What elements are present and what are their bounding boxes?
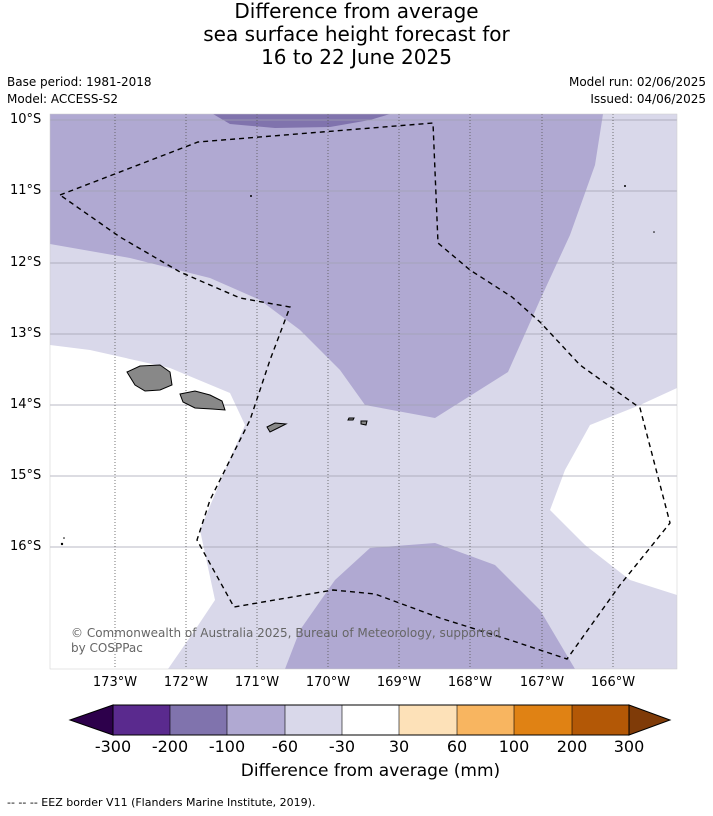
lat-label: 11°S	[10, 183, 42, 198]
lon-label: 169°W	[376, 675, 422, 690]
colorbar-extend-low	[68, 704, 114, 736]
meta-left: Base period: 1981-2018 Model: ACCESS-S2	[7, 74, 152, 108]
tau-island	[360, 420, 368, 426]
contour-near-zero-east	[550, 388, 677, 595]
lon-label: 166°W	[590, 675, 636, 690]
savaii-island	[126, 364, 173, 392]
colorbar	[68, 704, 672, 736]
forecast-map	[49, 113, 678, 670]
colorbar-tick: 100	[498, 737, 530, 756]
model-name: Model: ACCESS-S2	[7, 92, 119, 106]
upolu-island	[179, 390, 226, 411]
colorbar-segment	[399, 705, 457, 735]
lat-label: 12°S	[10, 255, 42, 270]
eez-legend: -- -- -- EEZ border V11 (Flanders Marine…	[7, 796, 316, 809]
colorbar-tick: -30	[328, 737, 356, 756]
colorbar-segment	[342, 705, 399, 735]
issued-date: Issued: 04/06/2025	[590, 92, 706, 106]
contour-m100-m60-south	[285, 543, 575, 669]
title-line-3: 16 to 22 June 2025	[261, 45, 452, 69]
lon-label: 171°W	[234, 675, 280, 690]
samoa-islands	[126, 364, 368, 433]
contour-m100-m60-north	[50, 114, 603, 418]
colorbar-segment	[572, 705, 629, 735]
lat-label: 16°S	[10, 539, 42, 554]
lon-label: 167°W	[519, 675, 565, 690]
colorbar-tick: -60	[271, 737, 299, 756]
lat-label: 10°S	[10, 112, 42, 127]
latitude-lines	[50, 119, 677, 548]
eez-border	[58, 122, 671, 660]
small-islets	[60, 185, 655, 546]
contour-near-zero-west	[50, 345, 245, 669]
tutuila-island	[266, 422, 288, 433]
colorbar-tick: 200	[556, 737, 588, 756]
meta-right: Model run: 02/06/2025 Issued: 04/06/2025	[569, 74, 706, 108]
colorbar-tick: -200	[151, 737, 189, 756]
colorbar-segment	[285, 705, 342, 735]
lon-label: 170°W	[305, 675, 351, 690]
colorbar-tick: 30	[388, 737, 410, 756]
base-period: Base period: 1981-2018	[7, 75, 152, 89]
lat-label: 14°S	[10, 397, 42, 412]
copyright-line-2: by COSPPac	[71, 641, 143, 655]
colorbar-tick: 60	[446, 737, 468, 756]
model-run: Model run: 02/06/2025	[568, 75, 706, 89]
colorbar-segment	[113, 705, 170, 735]
colorbar-extend-high	[628, 704, 672, 736]
colorbar-segment	[227, 705, 285, 735]
lat-label: 15°S	[10, 468, 42, 483]
copyright-notice: © Commonwealth of Australia 2025, Bureau…	[71, 626, 501, 656]
lon-label: 168°W	[447, 675, 493, 690]
colorbar-segment	[170, 705, 227, 735]
colorbar-segment	[457, 705, 514, 735]
colorbar-segment	[514, 705, 572, 735]
map-title: Difference from average sea surface heig…	[0, 0, 713, 69]
lon-label: 172°W	[163, 675, 209, 690]
colorbar-title: Difference from average (mm)	[240, 761, 501, 781]
lon-label: 173°W	[92, 675, 138, 690]
colorbar-tick: -300	[94, 737, 132, 756]
title-line-2: sea surface height forecast for	[203, 22, 510, 46]
colorbar-tick: -100	[208, 737, 246, 756]
lat-label: 13°S	[10, 326, 42, 341]
ofu-island	[347, 417, 355, 421]
copyright-line-1: © Commonwealth of Australia 2025, Bureau…	[71, 626, 501, 640]
longitude-lines	[114, 114, 614, 669]
title-line-1: Difference from average	[234, 0, 479, 23]
colorbar-tick: 300	[613, 737, 645, 756]
